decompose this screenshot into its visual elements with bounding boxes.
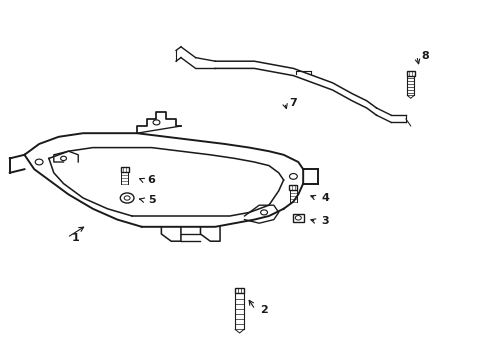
Text: 5: 5 — [147, 195, 155, 205]
Bar — [289, 185, 297, 190]
Text: 6: 6 — [147, 175, 155, 185]
Bar — [121, 167, 128, 172]
Bar — [292, 214, 303, 222]
Text: 7: 7 — [289, 98, 297, 108]
Bar — [235, 288, 244, 293]
Text: 4: 4 — [321, 193, 328, 203]
Bar — [406, 71, 414, 76]
Text: 2: 2 — [260, 305, 267, 315]
Text: 8: 8 — [421, 51, 428, 61]
Text: 1: 1 — [72, 233, 80, 243]
Text: 3: 3 — [321, 216, 328, 226]
